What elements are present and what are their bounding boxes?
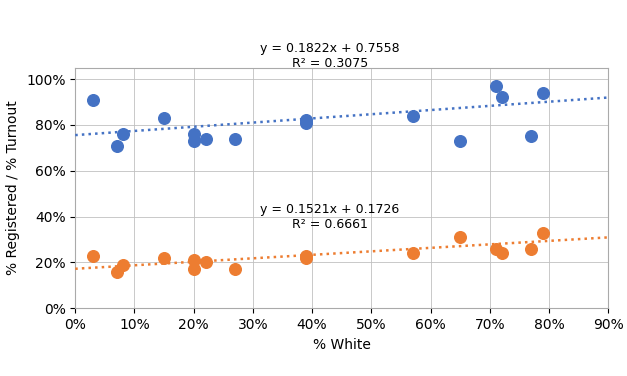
- Point: [301, 117, 311, 123]
- Point: [497, 94, 507, 100]
- Point: [408, 113, 418, 119]
- Point: [230, 266, 240, 272]
- Point: [189, 257, 199, 263]
- Point: [118, 262, 128, 268]
- Point: [497, 250, 507, 256]
- Point: [408, 250, 418, 256]
- X-axis label: % White: % White: [313, 338, 371, 352]
- Point: [201, 136, 211, 142]
- Point: [112, 143, 122, 149]
- Text: y = 0.1521x + 0.1726
R² = 0.6661: y = 0.1521x + 0.1726 R² = 0.6661: [260, 203, 399, 231]
- Point: [301, 120, 311, 126]
- Point: [526, 246, 536, 252]
- Point: [88, 253, 98, 259]
- Point: [538, 230, 548, 236]
- Point: [526, 133, 536, 139]
- Point: [159, 255, 169, 261]
- Point: [189, 131, 199, 137]
- Point: [189, 138, 199, 144]
- Point: [301, 255, 311, 261]
- Point: [118, 131, 128, 137]
- Point: [88, 97, 98, 103]
- Point: [301, 253, 311, 259]
- Point: [491, 246, 501, 252]
- Text: y = 0.1822x + 0.7558
R² = 0.3075: y = 0.1822x + 0.7558 R² = 0.3075: [260, 42, 399, 70]
- Point: [201, 259, 211, 265]
- Point: [159, 115, 169, 121]
- Point: [189, 266, 199, 272]
- Point: [455, 234, 465, 240]
- Y-axis label: % Registered / % Turnout: % Registered / % Turnout: [6, 101, 21, 275]
- Point: [112, 268, 122, 274]
- Point: [491, 83, 501, 89]
- Point: [230, 136, 240, 142]
- Point: [455, 138, 465, 144]
- Point: [538, 90, 548, 96]
